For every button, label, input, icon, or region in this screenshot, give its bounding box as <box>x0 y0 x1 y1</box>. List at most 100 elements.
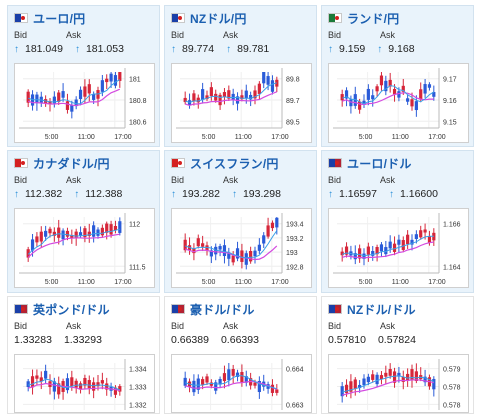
flag-mark-icon <box>335 161 339 165</box>
mini-candle-chart[interactable]: 193.4 193.2 193 192.8 5:00 11:00 17:00 <box>171 208 312 288</box>
pair-title[interactable]: ユーロ/ドル <box>347 156 412 171</box>
ask-label: Ask <box>380 321 396 331</box>
candle-body <box>427 236 432 243</box>
rate-card[interactable]: ユーロ/円 Bid Ask ↑ 181.049 ↑ 181.053 181 180.8 180.6… <box>7 5 160 147</box>
y-tick-label: 111.5 <box>129 264 146 271</box>
pair-title[interactable]: 豪ドル/ドル <box>190 302 255 317</box>
candle-body <box>192 93 196 102</box>
ask-price: 1.33293 <box>64 334 108 346</box>
pair-title[interactable]: 英ポンド/ドル <box>33 302 110 317</box>
card-header[interactable]: NZドル/円 <box>171 10 247 26</box>
candle-body <box>362 100 366 105</box>
bid-ask-labels: Bid Ask <box>328 175 432 185</box>
candle-body <box>344 90 349 99</box>
pair-title[interactable]: ランド/円 <box>347 11 400 26</box>
ch-jp-icon <box>171 158 185 168</box>
y-tick-label: 89.7 <box>286 98 300 105</box>
bid-ask-labels: Bid Ask <box>171 30 275 40</box>
mini-candle-chart[interactable]: 0.579 0.578 0.578 <box>328 354 469 413</box>
card-header[interactable]: 豪ドル/ドル <box>171 301 255 317</box>
arrow-up-icon: ↑ <box>74 189 80 200</box>
bid-label: Bid <box>14 30 28 40</box>
ca-jp-icon <box>14 158 28 168</box>
moving-average-line <box>342 92 434 106</box>
mini-candle-chart[interactable]: 89.8 89.7 89.5 5:00 11:00 17:00 <box>171 63 312 143</box>
pair-title[interactable]: スイスフラン/円 <box>190 156 279 171</box>
y-tick-label: 112 <box>129 222 140 229</box>
pair-title[interactable]: NZドル/ドル <box>347 302 416 317</box>
candle-body <box>96 382 100 387</box>
candle-body <box>414 101 418 111</box>
ask-value: 9.168 <box>388 43 415 55</box>
ask-value: 1.16600 <box>399 188 438 200</box>
candle-body <box>92 382 96 391</box>
ask-value: 89.781 <box>237 43 270 55</box>
pair-title[interactable]: ユーロ/円 <box>33 11 86 26</box>
price-row: ↑ 112.382 ↑ 112.388 <box>14 188 134 200</box>
candle-body <box>401 85 405 92</box>
candle-body <box>218 246 222 250</box>
candle-body <box>397 91 401 98</box>
mini-candle-chart[interactable]: 181 180.8 180.6 5:00 11:00 17:00 <box>14 63 155 143</box>
mini-candle-chart[interactable]: 9.17 9.16 9.15 5:00 11:00 17:00 <box>328 63 469 143</box>
flag-mark-icon <box>21 307 25 311</box>
card-header[interactable]: ユーロ/円 <box>14 10 85 26</box>
pair-title[interactable]: NZドル/円 <box>190 11 247 26</box>
candle-body <box>392 243 397 252</box>
candle-body <box>74 380 78 388</box>
candle-body <box>30 376 35 388</box>
x-tick-label: 5:00 <box>359 279 373 286</box>
y-tick-label: 1.164 <box>443 264 461 271</box>
card-header[interactable]: スイスフラン/円 <box>171 155 279 171</box>
card-header[interactable]: 英ポンド/ドル <box>14 301 110 317</box>
card-header[interactable]: ユーロ/ドル <box>328 155 412 171</box>
candle-body <box>35 375 39 379</box>
rate-card[interactable]: ユーロ/ドル Bid Ask ↑ 1.16597 ↑ 1.16600 1.166 1.164 5:… <box>321 150 474 293</box>
rate-card[interactable]: NZドル/ドル Bid Ask 0.57810 0.57824 0.579 0.578 0.5… <box>321 296 474 414</box>
candle-body <box>375 247 379 255</box>
bid-ask-labels: Bid Ask <box>14 175 118 185</box>
pair-title[interactable]: カナダドル/円 <box>33 156 110 171</box>
mini-candle-chart[interactable]: 1.166 1.164 5:00 11:00 17:00 <box>328 208 469 288</box>
candle-body <box>358 101 362 110</box>
rate-card[interactable]: スイスフラン/円 Bid Ask ↑ 193.282 ↑ 193.298 193.4 193.2… <box>164 150 317 293</box>
y-tick-label: 180.6 <box>129 119 147 126</box>
bid-ask-labels: Bid Ask <box>328 321 432 331</box>
candle-body <box>266 76 270 85</box>
card-header[interactable]: カナダドル/円 <box>14 155 110 171</box>
ask-label: Ask <box>223 321 239 331</box>
chart-canvas: 1.334 1.333 1.332 <box>23 359 147 410</box>
candle-body <box>388 79 392 87</box>
bid-ask-labels: Bid Ask <box>14 30 118 40</box>
mini-candle-chart[interactable]: 0.664 0.663 <box>171 354 312 413</box>
candle-body <box>249 94 253 100</box>
card-header[interactable]: NZドル/ドル <box>328 301 416 317</box>
card-header[interactable]: ランド/円 <box>328 10 399 26</box>
mini-candle-chart[interactable]: 1.334 1.333 1.332 <box>14 354 155 413</box>
candle-body <box>410 99 414 107</box>
bid-value: 0.57810 <box>328 334 366 346</box>
x-tick-label: 11:00 <box>235 279 252 286</box>
mini-candle-chart[interactable]: 112 111.5 5:00 11:00 17:00 <box>14 208 155 288</box>
x-tick-label: 5:00 <box>202 134 216 141</box>
rate-card[interactable]: NZドル/円 Bid Ask ↑ 89.774 ↑ 89.781 89.8 89.7 89.5 5:… <box>164 5 317 147</box>
candle-body <box>30 239 35 251</box>
rate-card[interactable]: ランド/円 Bid Ask ↑ 9.159 ↑ 9.168 9.17 9.16 9.15 5:00 1… <box>321 5 474 147</box>
rate-card[interactable]: 英ポンド/ドル Bid Ask 1.33283 1.33293 1.334 1.333 1.3… <box>7 296 160 414</box>
candle-body <box>100 80 104 92</box>
bid-price: ↑ 193.282 <box>171 188 226 200</box>
x-tick-label: 11:00 <box>78 134 95 141</box>
candle-body <box>371 95 375 100</box>
moving-average-line <box>28 382 120 392</box>
candle-body <box>100 380 104 384</box>
candle-body <box>209 250 213 257</box>
candle-body <box>379 75 384 86</box>
ask-value: 181.053 <box>85 43 124 55</box>
arrow-up-icon: ↑ <box>388 189 394 200</box>
bid-value: 9.159 <box>339 43 366 55</box>
rate-card[interactable]: 豪ドル/ドル Bid Ask 0.66389 0.66393 0.664 0.663 <box>164 296 317 414</box>
bid-label: Bid <box>171 175 185 185</box>
bid-value: 193.282 <box>182 188 220 200</box>
rate-card[interactable]: カナダドル/円 Bid Ask ↑ 112.382 ↑ 112.388 112 111.5 5:0… <box>7 150 160 293</box>
candle-body <box>253 250 257 257</box>
